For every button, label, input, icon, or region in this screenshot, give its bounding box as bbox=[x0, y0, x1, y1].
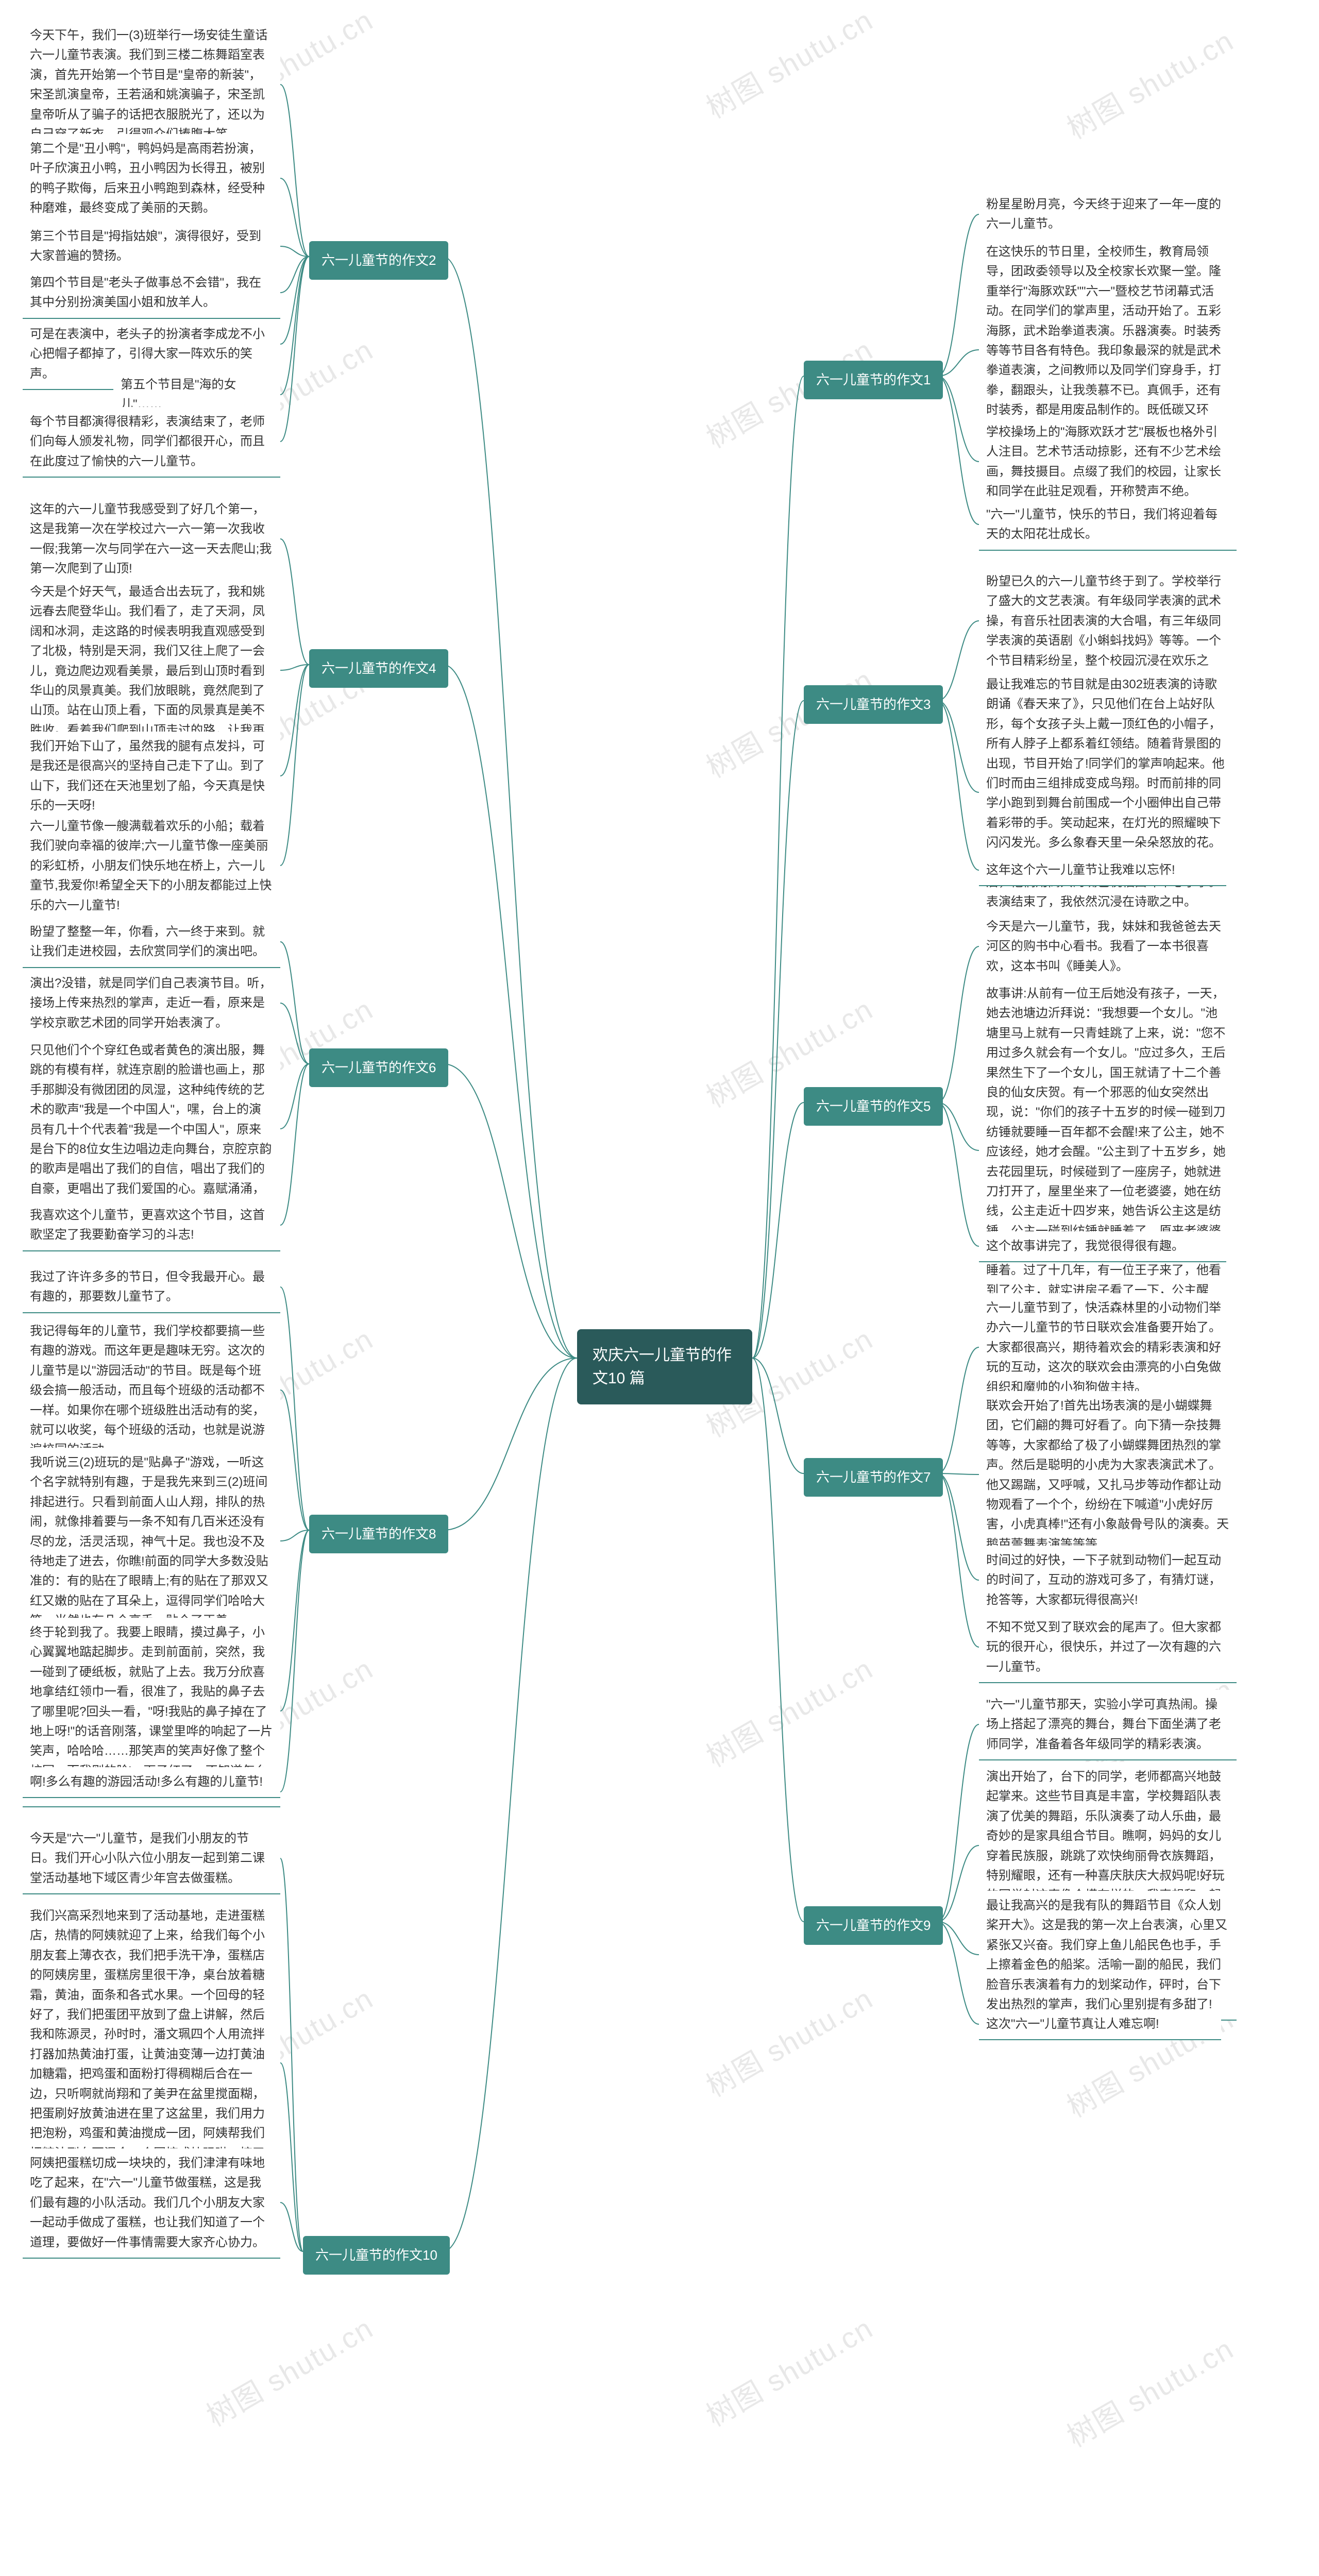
watermark: 树图 shutu.cn bbox=[1058, 18, 1240, 147]
leaf-node: 阿姨把蛋糕切成一块块的，我们津津有味地吃了起来，在"六一"儿童节做蛋糕，这是我们… bbox=[23, 2148, 280, 2259]
branch-node: 六一儿童节的作文7 bbox=[804, 1458, 943, 1497]
leaf-node: 这年这个六一儿童节让我难以忘怀! bbox=[979, 855, 1226, 886]
leaf-text: 六一儿童节像一艘满载着欢乐的小船；载着我们驶向幸福的彼岸;六一儿童节像一座美丽的… bbox=[23, 811, 280, 922]
watermark: 树图 shutu.cn bbox=[198, 2306, 380, 2435]
leaf-node: 第四个节目是"老头子做事总不会错"，我在其中分别扮演美国小姐和放羊人。 bbox=[23, 268, 280, 319]
branch-label: 六一儿童节的作文3 bbox=[804, 685, 943, 724]
leaf-text: 我记得每年的儿童节，我们学校都要搞一些有趣的游戏。而这年更是趣味无穷。这次的儿童… bbox=[23, 1316, 280, 1466]
leaf-text: 不知不觉又到了联欢会的尾声了。但大家都玩的很开心，很快乐，并过了一次有趣的六一儿… bbox=[979, 1613, 1237, 1683]
leaf-text: 演出?没错，就是同学们自己表演节目。听，接场上传来热烈的掌声，走近一看，原来是学… bbox=[23, 969, 280, 1039]
leaf-text: 啊!多么有趣的游园活动!多么有趣的儿童节! bbox=[23, 1767, 280, 1798]
leaf-text: 今天下午，我们一(3)班举行一场安徒生童话六一儿童节表演。我们到三楼二栋舞蹈室表… bbox=[23, 21, 280, 150]
leaf-text: 第三个节目是"拇指姑娘"，演得很好，受到大家普遍的赞扬。 bbox=[23, 222, 280, 273]
leaf-text: 这个故事讲完了，我觉很得很有趣。 bbox=[979, 1231, 1226, 1262]
leaf-text: "六一"儿童节那天，实验小学可真热闹。操场上搭起了漂亮的舞台，舞台下面坐满了老师… bbox=[979, 1690, 1237, 1760]
branch-node: 六一儿童节的作文1 bbox=[804, 361, 943, 399]
leaf-text: 这年这个六一儿童节让我难以忘怀! bbox=[979, 855, 1226, 886]
branch-node: 六一儿童节的作文5 bbox=[804, 1087, 943, 1126]
branch-label: 六一儿童节的作文4 bbox=[309, 649, 448, 688]
leaf-text: 第二个是"丑小鸭"，鸭妈妈是高雨若扮演，叶子欣演丑小鸭，丑小鸭因为长得丑，被别的… bbox=[23, 134, 280, 225]
leaf-node: 今天是六一儿童节，我，妹妹和我爸爸去天河区的购书中心看书。我看了一本书很喜欢，这… bbox=[979, 912, 1237, 982]
branch-node: 六一儿童节的作文3 bbox=[804, 685, 943, 724]
leaf-node: 我记得每年的儿童节，我们学校都要搞一些有趣的游戏。而这年更是趣味无穷。这次的儿童… bbox=[23, 1316, 280, 1466]
leaf-node: 这个故事讲完了，我觉很得很有趣。 bbox=[979, 1231, 1226, 1262]
leaf-text: 我喜欢这个儿童节，更喜欢这个节目，这首歌坚定了我要勤奋学习的斗志! bbox=[23, 1200, 280, 1251]
leaf-node: 六一儿童节到了，快活森林里的小动物们举办六一儿童节的节日联欢会准备要开始了。大家… bbox=[979, 1293, 1237, 1403]
leaf-node: "六一"儿童节那天，实验小学可真热闹。操场上搭起了漂亮的舞台，舞台下面坐满了老师… bbox=[979, 1690, 1237, 1760]
leaf-text: 第四个节目是"老头子做事总不会错"，我在其中分别扮演美国小姐和放羊人。 bbox=[23, 268, 280, 319]
leaf-node: 时间过的好快，一下子就到动物们一起互动的时间了，互动的游戏可多了，有猜灯谜，抢答… bbox=[979, 1546, 1237, 1616]
watermark: 树图 shutu.cn bbox=[698, 2306, 880, 2435]
branch-node: 六一儿童节的作文6 bbox=[309, 1048, 448, 1087]
leaf-text: 时间过的好快，一下子就到动物们一起互动的时间了，互动的游戏可多了，有猜灯谜，抢答… bbox=[979, 1546, 1237, 1616]
mindmap-root: 欢庆六一儿童节的作文10 篇 bbox=[577, 1329, 752, 1404]
leaf-text: "六一"儿童节，快乐的节日，我们将迎着每天的太阳花壮成长。 bbox=[979, 500, 1237, 551]
leaf-text: 阿姨把蛋糕切成一块块的，我们津津有味地吃了起来，在"六一"儿童节做蛋糕，这是我们… bbox=[23, 2148, 280, 2259]
leaf-node: 我喜欢这个儿童节，更喜欢这个节目，这首歌坚定了我要勤奋学习的斗志! bbox=[23, 1200, 280, 1251]
branch-label: 六一儿童节的作文9 bbox=[804, 1906, 943, 1945]
leaf-text: 今天是六一儿童节，我，妹妹和我爸爸去天河区的购书中心看书。我看了一本书很喜欢，这… bbox=[979, 912, 1237, 982]
leaf-node: 故事讲:从前有一位王后她没有孩子，一天，她去池塘边沂拜说："我想要一个女儿。"池… bbox=[979, 979, 1237, 1346]
leaf-text: 学校操场上的"海豚欢跃才艺"展板也格外引人注目。艺术节活动掠影，还有不少艺术绘画… bbox=[979, 417, 1237, 508]
leaf-text: 这次"六一"儿童节真让人难忘啊! bbox=[979, 2009, 1221, 2040]
leaf-node: "六一"儿童节，快乐的节日，我们将迎着每天的太阳花壮成长。 bbox=[979, 500, 1237, 551]
branch-label: 六一儿童节的作文1 bbox=[804, 361, 943, 399]
leaf-text: 这年的六一儿童节我感受到了好几个第一，这是我第一次在学校过六一六一第一次我收一假… bbox=[23, 495, 280, 585]
leaf-text: 故事讲:从前有一位王后她没有孩子，一天，她去池塘边沂拜说："我想要一个女儿。"池… bbox=[979, 979, 1237, 1346]
watermark: 树图 shutu.cn bbox=[1058, 2326, 1240, 2455]
watermark: 树图 shutu.cn bbox=[698, 0, 880, 127]
branch-label: 六一儿童节的作文10 bbox=[303, 2236, 450, 2275]
leaf-node: 盼望了整整一年，你看，六一终于来到。就让我们走进校园，去欣赏同学们的演出吧。 bbox=[23, 917, 280, 968]
branch-node: 六一儿童节的作文4 bbox=[309, 649, 448, 688]
leaf-text: 最让我高兴的是我有队的舞蹈节目《众人划桨开大》。这是我的第一次上台表演，心里又紧… bbox=[979, 1891, 1237, 2021]
leaf-node: 六一儿童节像一艘满载着欢乐的小船；载着我们驶向幸福的彼岸;六一儿童节像一座美丽的… bbox=[23, 811, 280, 922]
leaf-node: 我听说三(2)班玩的是"贴鼻子"游戏，一听这个名字就特别有趣，于是我先来到三(2… bbox=[23, 1448, 280, 1637]
leaf-node: 联欢会开始了!首先出场表演的是小蝴蝶舞团，它们翩的舞可好看了。向下猜一杂技舞等等… bbox=[979, 1391, 1237, 1561]
branch-label: 六一儿童节的作文8 bbox=[309, 1515, 448, 1553]
watermark: 树图 shutu.cn bbox=[698, 1646, 880, 1775]
leaf-text: 我听说三(2)班玩的是"贴鼻子"游戏，一听这个名字就特别有趣，于是我先来到三(2… bbox=[23, 1448, 280, 1637]
watermark: 树图 shutu.cn bbox=[698, 1976, 880, 2105]
leaf-node: 今天下午，我们一(3)班举行一场安徒生童话六一儿童节表演。我们到三楼二栋舞蹈室表… bbox=[23, 21, 280, 150]
branch-node: 六一儿童节的作文9 bbox=[804, 1906, 943, 1945]
leaf-text: 粉星星盼月亮，今天终于迎来了一年一度的六一儿童节。 bbox=[979, 190, 1237, 241]
leaf-text: 每个节目都演得很精彩，表演结束了，老师们向每人颁发礼物，同学们都很开心，而且在此… bbox=[23, 407, 280, 478]
leaf-node: 我们开始下山了，虽然我的腿有点发抖，可是我还是很高兴的坚持自己走下了山。到了山下… bbox=[23, 732, 280, 822]
branch-label: 六一儿童节的作文6 bbox=[309, 1048, 448, 1087]
leaf-node: 这年的六一儿童节我感受到了好几个第一，这是我第一次在学校过六一六一第一次我收一假… bbox=[23, 495, 280, 585]
branch-label: 六一儿童节的作文5 bbox=[804, 1087, 943, 1126]
leaf-text: 盼望了整整一年，你看，六一终于来到。就让我们走进校园，去欣赏同学们的演出吧。 bbox=[23, 917, 280, 968]
leaf-node: 第三个节目是"拇指姑娘"，演得很好，受到大家普遍的赞扬。 bbox=[23, 222, 280, 273]
leaf-text: 今天是"六一"儿童节，是我们小朋友的节日。我们开心小队六位小朋友一起到第二课堂活… bbox=[23, 1824, 280, 1894]
branch-node: 六一儿童节的作文8 bbox=[309, 1515, 448, 1553]
branch-node: 六一儿童节的作文10 bbox=[303, 2236, 450, 2275]
branch-label: 六一儿童节的作文2 bbox=[309, 241, 448, 280]
branch-label: 六一儿童节的作文7 bbox=[804, 1458, 943, 1497]
leaf-node: 粉星星盼月亮，今天终于迎来了一年一度的六一儿童节。 bbox=[979, 190, 1237, 241]
leaf-node: 今天是"六一"儿童节，是我们小朋友的节日。我们开心小队六位小朋友一起到第二课堂活… bbox=[23, 1824, 280, 1894]
leaf-text: 六一儿童节到了，快活森林里的小动物们举办六一儿童节的节日联欢会准备要开始了。大家… bbox=[979, 1293, 1237, 1403]
leaf-node: 每个节目都演得很精彩，表演结束了，老师们向每人颁发礼物，同学们都很开心，而且在此… bbox=[23, 407, 280, 478]
leaf-node: 演出?没错，就是同学们自己表演节目。听，接场上传来热烈的掌声，走近一看，原来是学… bbox=[23, 969, 280, 1039]
leaf-node: 这次"六一"儿童节真让人难忘啊! bbox=[979, 2009, 1221, 2040]
leaf-node: 第二个是"丑小鸭"，鸭妈妈是高雨若扮演，叶子欣演丑小鸭，丑小鸭因为长得丑，被别的… bbox=[23, 134, 280, 225]
leaf-text: 我过了许许多多的节日，但令我最开心。最有趣的，那要数儿童节了。 bbox=[23, 1262, 280, 1313]
root-label: 欢庆六一儿童节的作文10 篇 bbox=[577, 1329, 752, 1404]
leaf-node: 我过了许许多多的节日，但令我最开心。最有趣的，那要数儿童节了。 bbox=[23, 1262, 280, 1313]
leaf-node: 学校操场上的"海豚欢跃才艺"展板也格外引人注目。艺术节活动掠影，还有不少艺术绘画… bbox=[979, 417, 1237, 508]
leaf-node: 啊!多么有趣的游园活动!多么有趣的儿童节! bbox=[23, 1767, 280, 1798]
branch-node: 六一儿童节的作文2 bbox=[309, 241, 448, 280]
leaf-node: 不知不觉又到了联欢会的尾声了。但大家都玩的很开心，很快乐，并过了一次有趣的六一儿… bbox=[979, 1613, 1237, 1683]
leaf-text: 联欢会开始了!首先出场表演的是小蝴蝶舞团，它们翩的舞可好看了。向下猜一杂技舞等等… bbox=[979, 1391, 1237, 1561]
leaf-node: 最让我高兴的是我有队的舞蹈节目《众人划桨开大》。这是我的第一次上台表演，心里又紧… bbox=[979, 1891, 1237, 2021]
leaf-text: 我们开始下山了，虽然我的腿有点发抖，可是我还是很高兴的坚持自己走下了山。到了山下… bbox=[23, 732, 280, 822]
